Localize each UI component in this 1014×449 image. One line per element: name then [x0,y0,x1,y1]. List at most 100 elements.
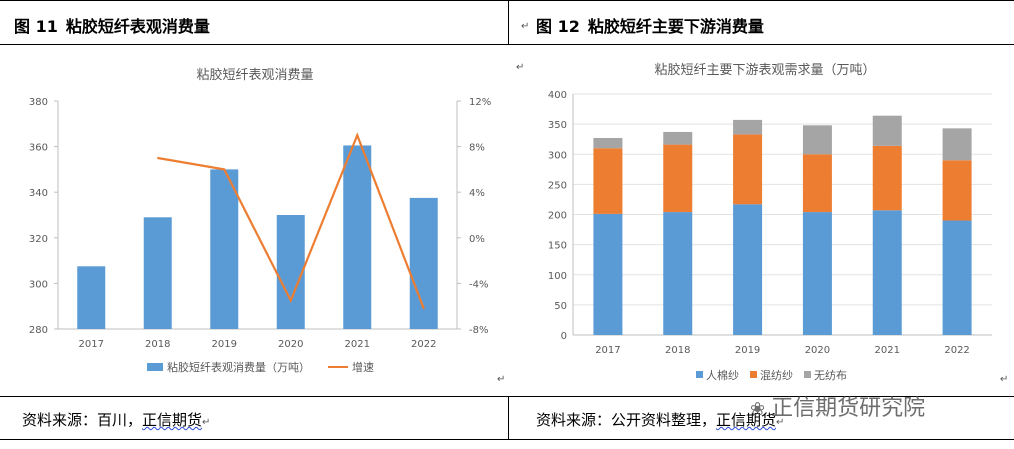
legend-label-无纺布: 无纺布 [814,368,847,382]
growth-point-2021 [356,134,359,136]
legend-label-人棉纱: 人棉纱 [706,368,739,382]
bar-segment-人棉纱-2020 [802,212,832,335]
bar-segment-混纺纱-2019 [733,134,763,205]
bar-segment-无纺布-2019 [733,119,763,135]
source-note-right: 资料来源：公开资料整理，正信期货↵ [536,409,784,430]
y-tick-label: 360 [29,143,48,154]
x-tick-label: 2018 [665,345,690,356]
chart-bottom-rule [0,396,1014,397]
x-tick-label: 2020 [278,339,303,350]
growth-point-2022 [422,307,425,310]
y2-tick-label: 12% [469,97,491,108]
legend-label-混纺纱: 混纺纱 [760,368,793,382]
downstream-demand-chart: 粘胶短纤主要下游表观需求量（万吨） 0 50 100 150 200 250 300 350 4… [548,62,992,382]
y-tick-label: 320 [29,234,48,245]
watermark: ❀ 正信期货研究院 [750,390,925,422]
y-tick-label: 350 [548,120,567,131]
y2-tick-label: -4% [469,279,488,290]
bar-segment-无纺布-2020 [802,125,832,155]
bar-segment-混纺纱-2018 [663,144,693,213]
y-tick-label: 340 [29,188,48,199]
y-tick-label: 100 [548,271,567,282]
figure-11-label: 图 11 [14,17,58,36]
growth-point-2019 [223,168,226,171]
x-tick-label: 2019 [735,345,760,356]
bar-segment-人棉纱-2022 [942,220,972,335]
legend-swatch-无纺布 [804,371,811,378]
bar-segment-混纺纱-2021 [872,145,902,211]
y-tick-label: 400 [548,90,567,101]
chart-legend: 人棉纱 混纺纱 无纺布 [696,368,847,382]
growth-point-2020 [289,299,292,302]
x-tick-label: 2018 [145,339,170,350]
bar-segment-无纺布-2021 [872,115,902,146]
bar-consumption-2021 [343,145,372,329]
legend-swatch-混纺纱 [750,371,757,378]
source-note-left: 资料来源：百川，正信期货↵ [22,409,210,430]
paragraph-mark: ↵ [776,417,785,428]
bar-consumption-2018 [143,217,172,329]
footer-bottom-rule [0,439,1014,440]
bar-consumption-2019 [210,169,239,329]
paragraph-mark-4: ↵ [1000,374,1009,385]
x-tick-label: 2019 [212,339,237,350]
bar-segment-人棉纱-2021 [872,210,902,335]
bar-consumption-2022 [409,197,438,329]
chart-legend: 粘胶短纤表观消费量（万吨） 增速 [147,360,374,374]
x-tick-label: 2017 [79,339,104,350]
bar-segment-无纺布-2022 [942,128,972,161]
bar-segment-混纺纱-2017 [593,148,623,214]
top-border-rule [0,0,1014,1]
x-tick-label: 2022 [411,339,436,350]
y-tick-label: 280 [29,325,48,336]
y2-tick-label: 0% [469,234,485,245]
paragraph-mark: ↵ [202,417,211,428]
legend-swatch-consumption [147,363,163,371]
source-label: 资料来源：百川， [22,411,143,429]
legend-label-growth: 增速 [352,360,374,374]
chart-title: 粘胶短纤表观消费量 [196,67,313,83]
x-tick-label: 2020 [805,345,830,356]
x-tick-label: 2017 [595,345,620,356]
figure-12-title: 图 12 粘胶短纤主要下游消费量 [536,13,764,37]
bar-segment-无纺布-2017 [593,137,623,149]
y2-tick-label: -8% [469,325,488,336]
growth-point-2018 [156,157,159,159]
chart-title: 粘胶短纤主要下游表观需求量（万吨） [654,62,875,78]
wechat-logo-icon: ❀ [750,399,766,420]
figure-12-text: 粘胶短纤主要下游消费量 [587,17,764,36]
figure-12-label: 图 12 [536,17,580,36]
y-tick-label: 0 [561,331,567,342]
paragraph-mark-1: ↵ [521,21,530,32]
bar-consumption-2017 [77,266,106,329]
column-divider-lower [508,396,509,439]
y-tick-label: 200 [548,211,567,222]
y-tick-label: 300 [548,150,567,161]
bar-consumption-2020 [276,215,305,329]
bar-segment-人棉纱-2018 [663,212,693,335]
consumption-chart: 粘胶短纤表观消费量 280 300 320 340 360 380 -8% -4% 0% 4% 8%… [29,67,491,374]
watermark-text: 正信期货研究院 [771,396,926,421]
legend-label-consumption: 粘胶短纤表观消费量（万吨） [167,360,310,374]
y-tick-label: 150 [548,241,567,252]
title-bottom-rule [0,44,1014,45]
y2-tick-label: 8% [469,143,485,154]
y-tick-label: 300 [29,279,48,290]
y-tick-label: 250 [548,180,567,191]
figure-11-title: 图 11 粘胶短纤表观消费量 [14,13,210,37]
bar-segment-混纺纱-2020 [802,154,832,213]
bar-segment-人棉纱-2017 [593,213,623,335]
bar-segment-混纺纱-2022 [942,160,972,221]
source-name: 正信期货 [142,411,203,429]
source-name: 正信期货 [716,411,777,429]
bar-segment-人棉纱-2019 [733,204,763,335]
legend-swatch-人棉纱 [696,371,703,378]
bar-segment-无纺布-2018 [663,131,693,145]
y2-tick-label: 4% [469,188,485,199]
paragraph-mark-2: ↵ [516,62,525,73]
source-label: 资料来源：公开资料整理， [536,411,717,429]
x-tick-label: 2021 [345,339,370,350]
column-divider [508,0,509,44]
x-tick-label: 2022 [944,345,969,356]
figure-11-text: 粘胶短纤表观消费量 [65,17,210,36]
